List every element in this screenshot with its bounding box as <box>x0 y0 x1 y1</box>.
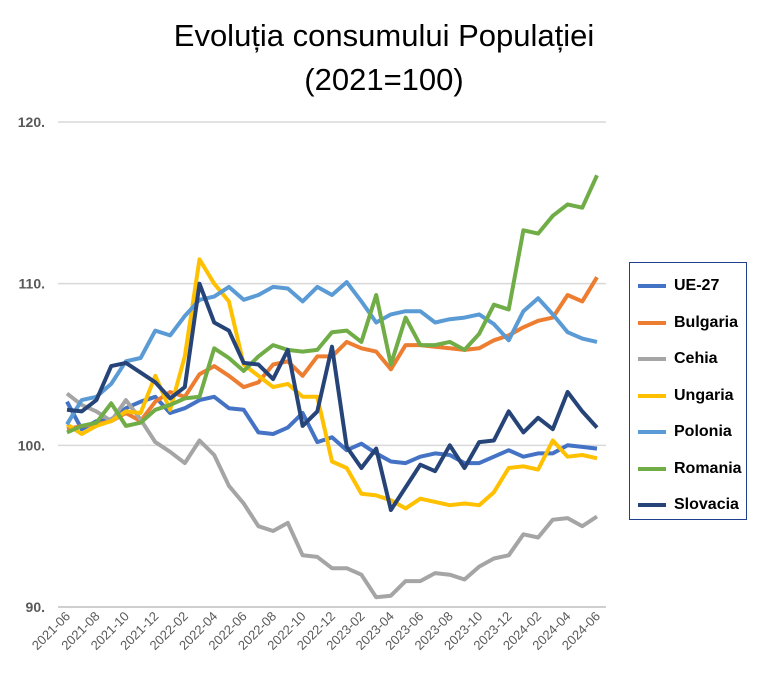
y-tick-label: 110. <box>19 276 45 292</box>
legend: UE-27 Bulgaria Cehia Ungaria Polonia Romania S… <box>629 262 747 520</box>
y-tick-label: 100. <box>18 437 45 453</box>
legend-swatch <box>638 503 666 508</box>
legend-item: Slovacia <box>638 487 746 524</box>
legend-item: Polonia <box>638 414 746 451</box>
legend-label: Ungaria <box>674 386 734 404</box>
y-tick-label: 120. <box>18 114 45 130</box>
legend-swatch <box>638 393 666 398</box>
legend-swatch <box>638 430 666 435</box>
legend-swatch <box>638 466 666 471</box>
legend-label: Slovacia <box>674 496 739 514</box>
legend-item: Romania <box>638 451 746 488</box>
legend-swatch <box>638 284 666 289</box>
legend-item: Ungaria <box>638 378 746 415</box>
chart-subtitle: (2021=100) <box>304 62 464 97</box>
legend-label: UE-27 <box>674 277 720 295</box>
legend-item: Bulgaria <box>638 305 746 342</box>
legend-label: Bulgaria <box>674 313 739 331</box>
legend-item: Cehia <box>638 341 746 378</box>
legend-label: Polonia <box>674 423 732 441</box>
y-tick-label: 90. <box>26 599 45 615</box>
legend-label: Cehia <box>674 350 718 368</box>
legend-label: Romania <box>674 459 742 477</box>
chart-title: Evoluția consumului Populației <box>173 18 595 53</box>
legend-swatch <box>638 320 666 325</box>
legend-item: UE-27 <box>638 268 746 305</box>
legend-swatch <box>638 357 666 362</box>
